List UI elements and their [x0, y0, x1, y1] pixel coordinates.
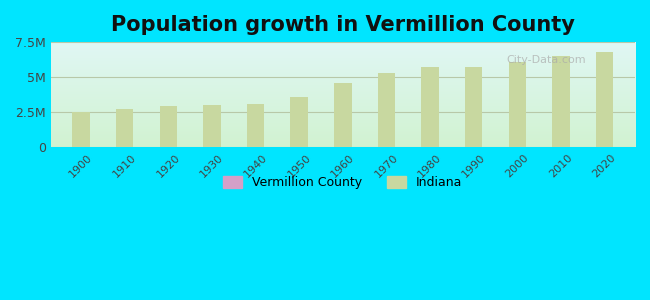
- Bar: [247, 104, 265, 147]
- Bar: [465, 67, 482, 147]
- Title: Population growth in Vermillion County: Population growth in Vermillion County: [111, 15, 575, 35]
- Bar: [291, 97, 308, 147]
- Bar: [508, 62, 526, 147]
- Bar: [421, 67, 439, 147]
- Bar: [203, 105, 221, 147]
- Bar: [552, 56, 569, 147]
- Bar: [378, 73, 395, 147]
- Bar: [596, 52, 613, 147]
- Bar: [72, 112, 90, 147]
- Bar: [116, 109, 133, 147]
- Legend: Vermillion County, Indiana: Vermillion County, Indiana: [217, 170, 469, 196]
- Bar: [160, 106, 177, 147]
- Text: City-Data.com: City-Data.com: [506, 55, 586, 65]
- Bar: [334, 83, 352, 147]
